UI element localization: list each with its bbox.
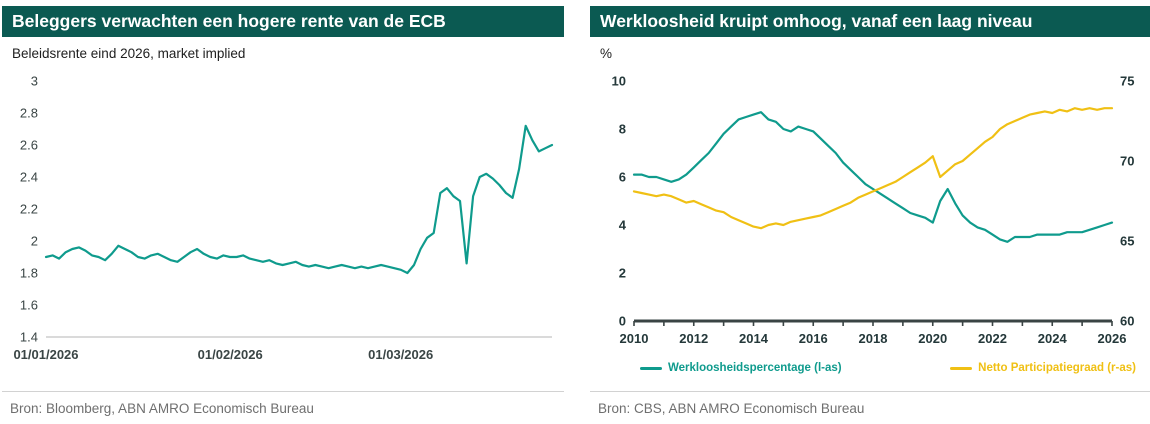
ecb-rate-line-chart: 3 2.8 2.6 2.4 2.2 2 1.8 1.6 1.4 01/01/2026 01/02/2… [13, 74, 554, 362]
source-note-ecb: Bron: Bloomberg, ABN AMRO Economisch Bur… [2, 391, 564, 418]
chart-area-ecb: 3 2.8 2.6 2.4 2.2 2 1.8 1.6 1.4 01/01/2026 01/02/2… [2, 65, 564, 373]
legend-label-unemployment: Werkloosheidspercentage (l-as) [668, 362, 842, 374]
panel-unemployment: Werkloosheid kruipt omhoog, vanaf een la… [590, 6, 1150, 418]
svg-text:60: 60 [1120, 314, 1134, 329]
svg-text:8: 8 [619, 122, 626, 137]
svg-text:1.4: 1.4 [20, 330, 38, 345]
svg-text:2012: 2012 [679, 331, 708, 346]
svg-text:2: 2 [619, 266, 626, 281]
svg-text:10: 10 [612, 74, 626, 89]
svg-text:70: 70 [1120, 154, 1134, 169]
chart-area-unemployment: 10 8 6 4 2 0 75 70 65 60 2010 2012 2014 2016 2018 2020 2… [590, 65, 1150, 357]
svg-text:2020: 2020 [918, 331, 947, 346]
svg-text:2.4: 2.4 [20, 170, 38, 185]
svg-text:01/02/2026: 01/02/2026 [198, 347, 263, 362]
svg-text:3: 3 [31, 74, 38, 89]
chart-title-unemployment: Werkloosheid kruipt omhoog, vanaf een la… [590, 6, 1150, 37]
legend-marker-participation [950, 366, 973, 370]
svg-text:01/03/2026: 01/03/2026 [368, 347, 433, 362]
svg-text:01/01/2026: 01/01/2026 [13, 347, 78, 362]
svg-text:0: 0 [619, 314, 626, 329]
unemployment-line-chart: 10 8 6 4 2 0 75 70 65 60 2010 2012 2014 2016 2018 2020 2… [612, 74, 1135, 347]
svg-text:2.8: 2.8 [20, 106, 38, 121]
legend-item-participation: Netto Participatiegraad (r-as) [950, 359, 1136, 377]
chart-legend: Werkloosheidspercentage (l-as) Netto Par… [590, 357, 1150, 377]
svg-text:2014: 2014 [739, 331, 769, 346]
svg-text:2010: 2010 [620, 331, 649, 346]
svg-text:1.6: 1.6 [20, 298, 38, 313]
chart-subtitle-ecb: Beleidsrente eind 2026, market implied [12, 46, 246, 61]
y-axis-unit-label: % [600, 46, 613, 61]
panel-ecb-rate: Beleggers verwachten een hogere rente va… [2, 6, 564, 418]
svg-text:75: 75 [1120, 74, 1134, 89]
svg-text:2026: 2026 [1098, 331, 1127, 346]
svg-text:65: 65 [1120, 234, 1134, 249]
legend-item-unemployment: Werkloosheidspercentage (l-as) [640, 359, 842, 377]
svg-text:2.6: 2.6 [20, 138, 38, 153]
svg-text:2016: 2016 [799, 331, 828, 346]
source-note-unemployment: Bron: CBS, ABN AMRO Economisch Bureau [590, 391, 1150, 418]
svg-text:1.8: 1.8 [20, 266, 38, 281]
svg-text:2022: 2022 [978, 331, 1007, 346]
svg-text:4: 4 [619, 218, 627, 233]
svg-text:2024: 2024 [1038, 331, 1068, 346]
svg-text:6: 6 [619, 170, 626, 185]
legend-label-participation: Netto Participatiegraad (r-as) [978, 362, 1136, 374]
svg-text:2018: 2018 [859, 331, 888, 346]
legend-marker-unemployment [640, 366, 662, 370]
chart-title-ecb: Beleggers verwachten een hogere rente va… [2, 6, 564, 37]
svg-text:2.2: 2.2 [20, 202, 38, 217]
svg-text:2: 2 [31, 234, 38, 249]
